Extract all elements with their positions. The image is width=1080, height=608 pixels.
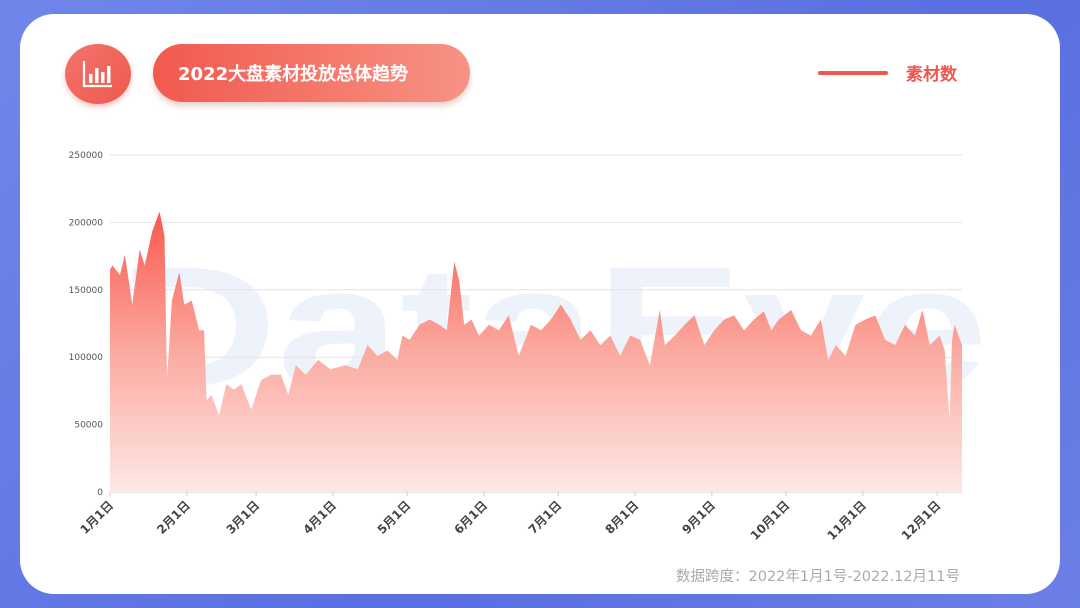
legend-swatch bbox=[818, 70, 888, 75]
x-tick-label: 5月1日 bbox=[375, 498, 414, 537]
data-range-note: 数据跨度：2022年1月1号-2022.12月11号 bbox=[676, 569, 960, 585]
chart-card bbox=[20, 14, 1060, 594]
x-tick-label: 9月1日 bbox=[679, 498, 718, 537]
x-tick-label: 10月1日 bbox=[748, 498, 793, 543]
x-tick-label: 11月1日 bbox=[824, 498, 869, 543]
bar-chart-icon bbox=[82, 61, 112, 88]
y-tick-label: 50000 bbox=[74, 421, 103, 431]
series-area-素材数 bbox=[110, 211, 962, 492]
y-tick-label: 250000 bbox=[69, 151, 104, 161]
x-tick-label: 7月1日 bbox=[526, 498, 565, 537]
y-tick-label: 100000 bbox=[69, 353, 104, 363]
x-tick-label: 1月1日 bbox=[77, 498, 116, 537]
y-tick-label: 0 bbox=[97, 488, 103, 498]
legend[interactable]: 素材数 bbox=[818, 60, 957, 85]
x-tick-label: 4月1日 bbox=[300, 498, 339, 537]
x-tick-label: 2月1日 bbox=[154, 498, 193, 537]
x-tick-label: 12月1日 bbox=[899, 498, 944, 543]
legend-label: 素材数 bbox=[906, 65, 957, 85]
chart-icon-badge bbox=[65, 44, 131, 104]
y-tick-label: 200000 bbox=[69, 218, 104, 228]
page-title: 2022大盘素材投放总体趋势 bbox=[153, 44, 470, 102]
y-tick-label: 150000 bbox=[69, 286, 104, 296]
x-tick-label: 3月1日 bbox=[224, 498, 263, 537]
y-axis: 0 50000 100000 150000 200000 250000 bbox=[69, 151, 104, 498]
x-tick-label: 6月1日 bbox=[451, 498, 490, 537]
x-tick-label: 8月1日 bbox=[603, 498, 642, 537]
x-axis: 1月1日 2月1日 3月1日 4月1日 5月1日 6月1日 7月1日 8月1日 9月1日 10月1… bbox=[77, 492, 943, 543]
